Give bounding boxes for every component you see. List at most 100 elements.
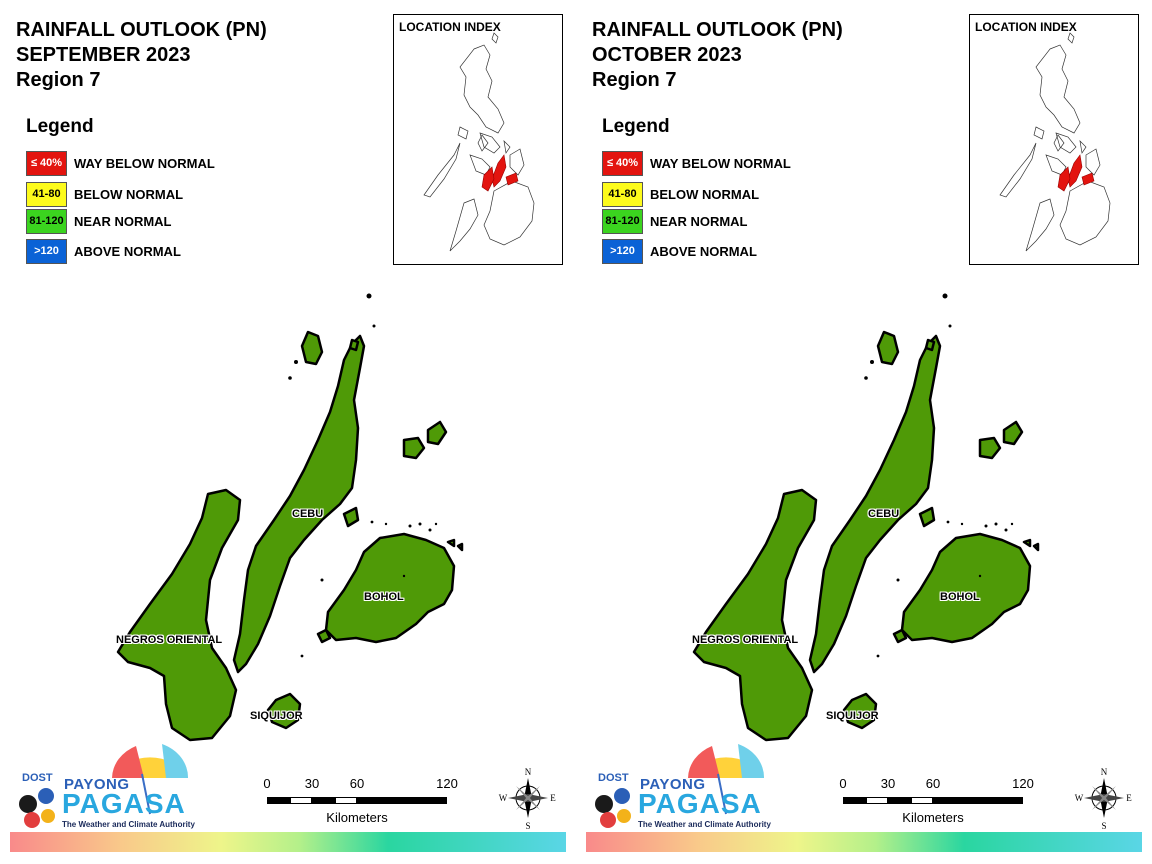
bantayan-island	[876, 330, 900, 366]
legend-label: ABOVE NORMAL	[74, 243, 181, 259]
scale-segment	[267, 797, 290, 804]
svg-text:S: S	[1101, 821, 1106, 830]
legend-item-above-normal: >120 ABOVE NORMAL	[26, 237, 181, 265]
legend-item-below-normal: 41-80 BELOW NORMAL	[602, 180, 759, 208]
place-label-negros-oriental: NEGROS ORIENTAL	[692, 634, 799, 646]
title-line-1: RAINFALL OUTLOOK (PN)	[16, 19, 267, 41]
scale-tick-label: 60	[925, 776, 941, 791]
cebu-province	[808, 334, 942, 674]
scale-tick-label: 30	[880, 776, 896, 791]
svg-text:W: W	[1075, 793, 1084, 803]
svg-text:N: N	[525, 767, 532, 777]
legend-swatch: ≤ 40%	[26, 150, 67, 176]
title-line-3: Region 7	[592, 69, 677, 91]
logo-tagline: The Weather and Climate Authority	[62, 820, 195, 829]
philippines-locator-map	[423, 32, 535, 252]
negros-oriental-province	[116, 488, 242, 742]
legend-item-above-normal: >120 ABOVE NORMAL	[602, 237, 757, 265]
logo-pagasa-text: PAGASA	[62, 788, 186, 819]
camotes-island	[978, 436, 1002, 460]
scale-bar: 0 30 60 120 Kilometers	[262, 776, 462, 826]
place-label-negros-oriental: NEGROS ORIENTAL	[116, 634, 223, 646]
map-title: RAINFALL OUTLOOK (PN) SEPTEMBER 2023 Reg…	[16, 18, 267, 93]
payong-pagasa-logo: DOST PAYONG PAGASA The Weather and Clima…	[16, 738, 196, 832]
legend-swatch: 81-120	[26, 208, 67, 234]
legend-label: NEAR NORMAL	[650, 213, 748, 229]
title-line-2: OCTOBER 2023	[592, 44, 742, 66]
scale-segment	[843, 797, 866, 804]
scale-segment	[866, 797, 888, 804]
legend-label: WAY BELOW NORMAL	[74, 155, 215, 171]
place-label-bohol: BOHOL	[364, 591, 404, 603]
bantayan-island	[300, 330, 324, 366]
scale-segment	[911, 797, 933, 804]
region-7-map	[116, 293, 464, 742]
legend-item-way-below-normal: ≤ 40% WAY BELOW NORMAL	[602, 149, 791, 177]
scale-segment	[290, 797, 312, 804]
october-outlook-panel: RAINFALL OUTLOOK (PN) OCTOBER 2023 Regio…	[576, 0, 1152, 864]
bohol-province	[324, 532, 456, 644]
north-arrow: N E S W	[498, 766, 558, 831]
umbrella-icon	[595, 744, 765, 828]
svg-text:S: S	[525, 821, 530, 830]
inset-title: LOCATION INDEX	[975, 20, 1077, 34]
legend-label: BELOW NORMAL	[650, 186, 760, 202]
legend-swatch: >120	[26, 238, 67, 264]
legend-item-near-normal: 81-120 NEAR NORMAL	[26, 207, 172, 235]
mactan-island	[342, 506, 360, 528]
logo-dost-text: DOST	[598, 772, 629, 784]
scale-unit: Kilometers	[326, 810, 388, 825]
logo-pagasa-text: PAGASA	[638, 788, 762, 819]
umbrella-icon	[19, 744, 189, 828]
title-line-1: RAINFALL OUTLOOK (PN)	[592, 19, 843, 41]
compass-rose-icon: N E S W	[1075, 767, 1133, 831]
legend-title: Legend	[26, 116, 94, 137]
scale-tick-label: 60	[349, 776, 365, 791]
legend-title: Legend	[602, 116, 670, 137]
svg-text:N: N	[1101, 767, 1108, 777]
place-label-siquijor: SIQUIJOR	[826, 710, 879, 722]
footer-gradient-bar	[10, 832, 566, 852]
legend-swatch: 81-120	[602, 208, 643, 234]
svg-text:E: E	[550, 793, 556, 803]
title-line-3: Region 7	[16, 69, 101, 91]
legend-label: BELOW NORMAL	[74, 186, 184, 202]
place-label-bohol: BOHOL	[940, 591, 980, 603]
camotes-island	[402, 436, 426, 460]
philippines-locator-map	[999, 32, 1111, 252]
legend-label: NEAR NORMAL	[74, 213, 172, 229]
scale-tick-label: 120	[1012, 776, 1034, 791]
legend-item-way-below-normal: ≤ 40% WAY BELOW NORMAL	[26, 149, 215, 177]
location-index-inset: LOCATION INDEX	[393, 14, 563, 265]
scale-segment	[312, 797, 335, 804]
svg-text:E: E	[1126, 793, 1132, 803]
logo-dost-text: DOST	[22, 772, 53, 784]
location-index-inset: LOCATION INDEX	[969, 14, 1139, 265]
legend-item-near-normal: 81-120 NEAR NORMAL	[602, 207, 748, 235]
cebu-province	[232, 334, 366, 674]
place-label-cebu: CEBU	[292, 508, 324, 520]
september-outlook-panel: RAINFALL OUTLOOK (PN) SEPTEMBER 2023 Reg…	[10, 14, 566, 852]
logo-payong-text: PAYONG	[640, 776, 706, 793]
legend-swatch: 41-80	[26, 181, 67, 207]
scale-tick-label: 0	[263, 776, 271, 791]
scale-segment	[888, 797, 911, 804]
scale-unit: Kilometers	[902, 810, 964, 825]
camotes-island	[426, 420, 448, 446]
region-7-map	[692, 293, 1040, 742]
bohol-province	[900, 532, 1032, 644]
legend-label: ABOVE NORMAL	[650, 243, 757, 259]
legend-label: WAY BELOW NORMAL	[650, 155, 791, 171]
map-title: RAINFALL OUTLOOK (PN) OCTOBER 2023 Regio…	[592, 18, 843, 93]
footer-gradient-bar	[586, 832, 1142, 852]
scale-segment	[933, 797, 1023, 804]
north-arrow: N E S W	[1074, 766, 1134, 831]
scale-bar: 0 30 60 120 Kilometers	[838, 776, 1038, 826]
scale-segment	[335, 797, 357, 804]
scale-tick-label: 120	[436, 776, 458, 791]
logo-payong-text: PAYONG	[64, 776, 130, 793]
svg-text:W: W	[499, 793, 508, 803]
place-label-siquijor: SIQUIJOR	[250, 710, 303, 722]
scale-tick-label: 30	[304, 776, 320, 791]
legend-item-below-normal: 41-80 BELOW NORMAL	[26, 180, 183, 208]
